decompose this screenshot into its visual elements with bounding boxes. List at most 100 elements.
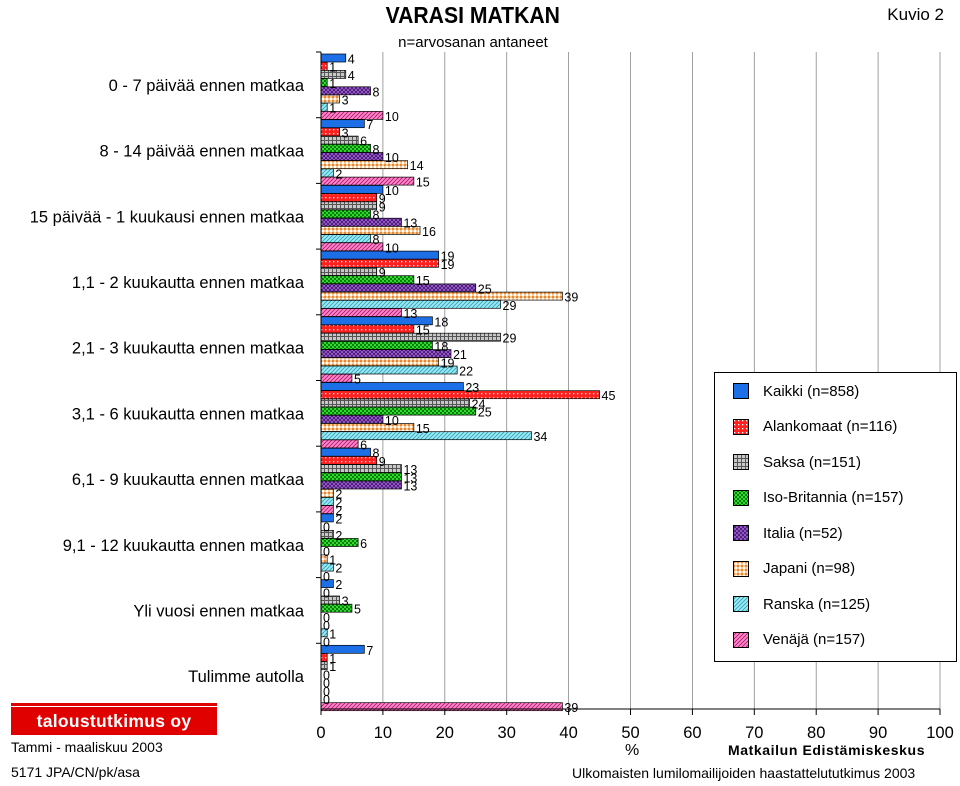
value-label: 39: [564, 291, 578, 305]
value-label: 7: [366, 644, 373, 658]
value-label: 0: [323, 668, 330, 682]
x-tick-label: 60: [683, 724, 701, 742]
value-label: 19: [441, 250, 455, 264]
legend-label: Ranska (n=125): [763, 595, 871, 613]
legend-label: Iso-Britannia (n=157): [763, 489, 904, 506]
value-label: 23: [465, 381, 479, 395]
value-label: 1: [329, 77, 336, 91]
bar-alankomaat-9: [320, 653, 328, 662]
chart-title: VARASI MATKAN: [385, 2, 560, 28]
value-label: 2: [335, 167, 342, 181]
value-label: 1: [329, 652, 336, 666]
value-label: 10: [385, 184, 399, 198]
value-label: 0: [323, 636, 330, 650]
x-tick-label: 10: [374, 724, 392, 742]
bar-japani-4: [320, 357, 439, 367]
bar-venaja-6: [320, 505, 334, 514]
value-label: 25: [478, 406, 492, 420]
value-label: 5: [354, 603, 361, 617]
value-label: 24: [472, 397, 486, 411]
value-label: 3: [342, 595, 349, 609]
legend-label: Japani (n=98): [763, 560, 856, 577]
value-label: 6: [360, 438, 367, 452]
value-label: 10: [385, 151, 399, 165]
value-label: 29: [503, 299, 517, 313]
bar-kaikki-5: [320, 382, 464, 391]
value-label: 21: [453, 348, 467, 362]
bar-series: [320, 53, 600, 712]
legend-swatch: [733, 631, 749, 648]
value-label: 2: [335, 578, 342, 592]
value-label: 25: [478, 282, 492, 296]
figure-label: Kuvio 2: [887, 5, 944, 24]
legend-label: Venäjä (n=157): [763, 631, 866, 648]
bar-alankomaat-0: [320, 61, 328, 71]
legend-item-ranska: Ranska (n=125): [733, 594, 870, 614]
category-label: Tulimme autolla: [188, 668, 305, 686]
value-label: 22: [459, 365, 473, 379]
legend-swatch: [733, 525, 749, 541]
value-label: 13: [403, 471, 417, 485]
value-label: 18: [434, 340, 448, 354]
bar-saksa-2: [320, 201, 378, 211]
x-tick-label: 30: [498, 724, 516, 742]
value-label: 10: [385, 110, 399, 124]
bar-ranska-4: [320, 365, 458, 375]
x-tick-label: 0: [316, 724, 325, 742]
legend-swatch: [733, 454, 749, 470]
value-label: 0: [323, 693, 330, 707]
value-label: 1: [329, 61, 336, 75]
category-label: 8 - 14 päivää ennen matkaa: [99, 143, 304, 161]
bar-ranska-0: [320, 102, 328, 112]
value-label: 6: [360, 537, 367, 551]
bar-venaja-4: [320, 373, 353, 383]
value-label: 9: [379, 192, 386, 206]
bar-alankomaat-6: [320, 456, 378, 465]
legend-swatch: [733, 489, 749, 506]
organisation-label: Matkailun Edistämiskeskus: [728, 742, 926, 758]
bar-japani-6: [320, 488, 334, 498]
value-label: 0: [323, 521, 330, 535]
value-label: 7: [366, 118, 373, 132]
value-label: 9: [379, 200, 386, 214]
x-tick-label: 100: [926, 724, 954, 742]
value-label: 1: [329, 102, 336, 116]
value-label: 5: [354, 373, 361, 387]
value-label: 0: [323, 619, 330, 633]
date-label: Tammi - maaliskuu 2003: [11, 739, 163, 755]
legend-label: Saksa (n=151): [763, 453, 861, 471]
bar-iso-britannia-4: [320, 341, 433, 350]
value-label: 2: [335, 504, 342, 518]
value-label: 2: [335, 562, 342, 576]
bar-alankomaat-1: [320, 127, 340, 137]
legend-label: Kaikki (n=858): [763, 382, 860, 400]
legend: Kaikki (n=858) Alankomaat (n=116) Saksa (n…: [714, 372, 957, 662]
value-label: 13: [403, 307, 417, 321]
value-label: 15: [416, 422, 430, 436]
value-label: 13: [403, 217, 417, 231]
value-label: 1: [329, 627, 336, 641]
value-label: 13: [403, 463, 417, 477]
bar-venaja-3: [320, 308, 402, 317]
bar-kaikki-3: [320, 250, 439, 260]
legend-item-venaja: Venäjä (n=157): [733, 630, 865, 650]
legend-item-saksa: Saksa (n=151): [733, 452, 861, 472]
bar-japani-5: [320, 423, 415, 432]
value-label: 0: [323, 545, 330, 559]
value-label: 8: [373, 209, 380, 223]
bar-venaja-5: [320, 439, 359, 449]
category-label: 6,1 - 9 kuukautta ennen matkaa: [72, 471, 305, 489]
bar-saksa-3: [320, 267, 378, 276]
value-label: 1: [329, 660, 336, 674]
bar-ranska-2: [320, 234, 371, 243]
bar-japani-3: [320, 291, 563, 301]
value-label: 39: [564, 701, 578, 715]
x-axis-label: %: [625, 742, 640, 759]
x-tick-label: 90: [869, 724, 887, 742]
bar-italia-3: [320, 283, 477, 293]
bar-saksa-4: [320, 332, 501, 342]
category-label: Yli vuosi ennen matkaa: [133, 602, 304, 620]
bar-iso-britannia-0: [320, 78, 328, 87]
legend-swatch: [733, 418, 749, 435]
value-label: 10: [385, 414, 399, 428]
